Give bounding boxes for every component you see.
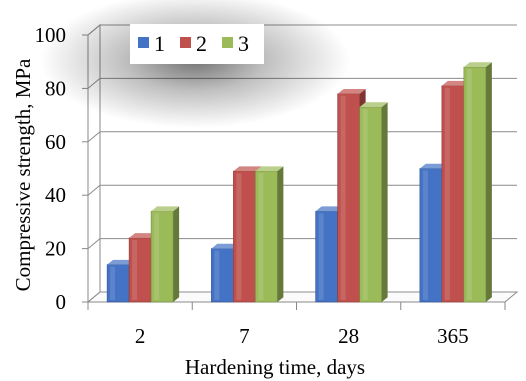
bar-top xyxy=(463,62,492,68)
bar-highlight xyxy=(466,69,472,300)
bar-top xyxy=(359,102,388,108)
bar-top xyxy=(441,80,470,86)
y-tick-label: 0 xyxy=(56,290,67,314)
bar-top xyxy=(255,166,284,172)
x-tick-label: 2 xyxy=(135,324,146,348)
y-axis-title: Compressive strength, MPa xyxy=(11,58,35,291)
bar-top xyxy=(211,243,240,249)
x-tick-label: 28 xyxy=(338,324,359,348)
legend-swatch xyxy=(180,37,191,48)
bar-top xyxy=(129,233,158,238)
y-tick-label: 20 xyxy=(45,237,66,261)
bar-highlight xyxy=(318,213,324,300)
bar-highlight xyxy=(258,173,264,300)
legend-swatch xyxy=(222,37,233,48)
bar-series-3-cat-365 xyxy=(463,62,492,303)
x-tick-label: 365 xyxy=(437,324,469,348)
legend-label: 3 xyxy=(238,31,249,56)
bar-side xyxy=(381,102,388,302)
bar-side xyxy=(173,206,180,302)
bar-top xyxy=(107,259,136,265)
bar-series-3-cat-28 xyxy=(359,102,388,303)
bar-highlight xyxy=(110,266,116,300)
bar-highlight xyxy=(422,170,428,300)
x-tick-label: 7 xyxy=(239,324,250,348)
bar-series-3-cat-7 xyxy=(255,166,284,303)
bar-highlight xyxy=(214,250,220,300)
bar-side xyxy=(277,166,284,302)
bar-highlight xyxy=(236,173,242,300)
x-axis-title: Hardening time, days xyxy=(185,355,365,379)
y-tick-label: 40 xyxy=(45,183,66,207)
legend-label: 1 xyxy=(154,31,165,56)
bar-highlight xyxy=(362,109,368,300)
bar-side xyxy=(485,62,492,302)
bar-highlight xyxy=(444,87,450,300)
bar-top xyxy=(315,206,344,212)
legend-swatch xyxy=(138,37,149,48)
bar-top xyxy=(419,163,448,169)
bar-highlight xyxy=(340,95,346,301)
legend-box xyxy=(130,24,264,64)
bar-highlight xyxy=(132,239,138,300)
bar-top xyxy=(233,166,262,172)
bar-series-3-cat-2 xyxy=(150,206,180,303)
bars xyxy=(106,62,492,303)
bar-highlight xyxy=(154,213,160,300)
legend: 1 2 3 xyxy=(40,0,350,128)
bar-top xyxy=(151,206,180,212)
x-axis-ticks: 2 7 28 365 xyxy=(87,302,506,348)
bar-top xyxy=(337,88,366,94)
legend-label: 2 xyxy=(196,31,207,56)
y-tick-label: 60 xyxy=(45,130,66,154)
